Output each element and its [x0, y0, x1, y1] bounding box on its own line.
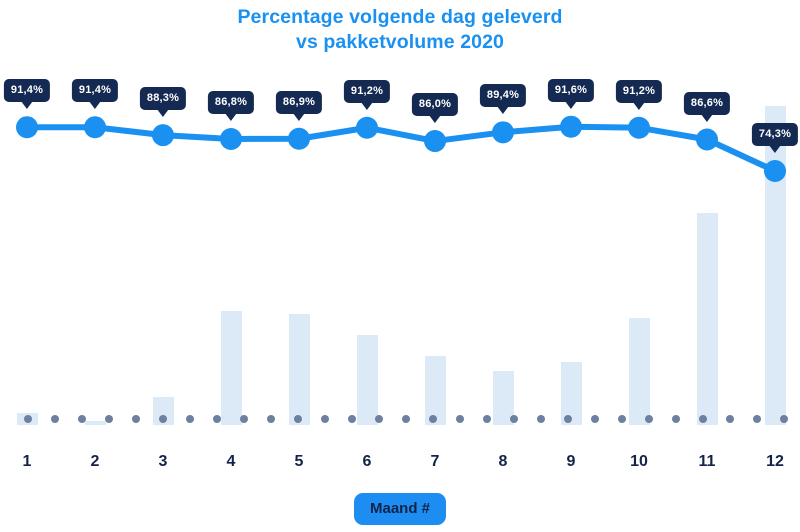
- baseline-dot: [645, 415, 653, 423]
- baseline-dot-row: [0, 415, 800, 427]
- baseline-dot: [213, 415, 221, 423]
- bar-month-2: [84, 420, 106, 425]
- chart-title-line-2: vs pakketvolume 2020: [296, 31, 504, 53]
- baseline-dot: [726, 415, 734, 423]
- data-label-month-7: 86,0%: [411, 93, 459, 124]
- bar-month-12: [764, 106, 786, 425]
- baseline-dot: [132, 415, 140, 423]
- baseline-dot: [321, 415, 329, 423]
- chart-title-line-1: Percentage volgende dag geleverd: [237, 6, 563, 28]
- line-point-month-10: [628, 116, 650, 139]
- bar-month-11: [696, 213, 718, 425]
- bar-month-10: [628, 317, 650, 425]
- bar-month-4: [220, 311, 242, 425]
- baseline-dot: [375, 415, 383, 423]
- x-tick-2: 2: [90, 453, 100, 470]
- line-point-month-2: [84, 116, 106, 139]
- plot-area: 91,4% 91,4% 88,3% 86,8% 86,9% 91,2% 86,0% 89,4%…: [0, 78, 800, 427]
- x-tick-12: 12: [766, 453, 784, 470]
- line-point-month-12: [764, 159, 786, 182]
- line-point-month-9: [560, 115, 582, 138]
- x-axis-title-wrap: Maand #: [0, 493, 800, 525]
- baseline-dot: [591, 415, 599, 423]
- data-label-month-4: 86,8%: [207, 90, 255, 121]
- line-point-month-11: [696, 128, 718, 151]
- baseline-dot: [429, 415, 437, 423]
- line-point-month-1: [16, 116, 38, 139]
- baseline-dot: [267, 415, 275, 423]
- chart-title: Percentage volgende dag geleverd vs pakk…: [0, 5, 800, 55]
- baseline-dot: [402, 415, 410, 423]
- baseline-dot: [51, 415, 59, 423]
- x-tick-4: 4: [226, 453, 236, 470]
- line-series-percentage: [16, 115, 786, 182]
- x-tick-8: 8: [498, 453, 508, 470]
- baseline-dot: [24, 415, 32, 423]
- x-axis-tick-labels: 1 2 3 4 5 6 7 8 9 10 11 12: [0, 452, 800, 480]
- baseline-dot: [456, 415, 464, 423]
- baseline-dot: [159, 415, 167, 423]
- baseline-dot: [780, 415, 788, 423]
- baseline-dot: [78, 415, 86, 423]
- bar-month-3: [152, 396, 174, 425]
- baseline-dot: [294, 415, 302, 423]
- baseline-dot: [699, 415, 707, 423]
- baseline-dot: [672, 415, 680, 423]
- baseline-dot: [483, 415, 491, 423]
- x-axis-title-pill: Maand #: [353, 493, 446, 525]
- line-point-month-5: [288, 127, 310, 150]
- bar-month-8: [492, 370, 514, 425]
- data-label-month-11: 86,6%: [683, 91, 731, 122]
- x-tick-9: 9: [566, 453, 576, 470]
- bar-month-9: [560, 362, 582, 425]
- baseline-dot: [537, 415, 545, 423]
- data-label-month-6: 91,2%: [343, 79, 391, 110]
- baseline-dot: [186, 415, 194, 423]
- line-point-month-7: [424, 130, 446, 153]
- baseline-dot: [105, 415, 113, 423]
- data-label-month-8: 89,4%: [479, 84, 527, 115]
- x-tick-5: 5: [294, 453, 304, 470]
- x-tick-6: 6: [362, 453, 372, 470]
- x-tick-10: 10: [630, 453, 648, 470]
- line-point-month-8: [492, 121, 514, 144]
- baseline-dot: [618, 415, 626, 423]
- baseline-dot: [240, 415, 248, 423]
- x-tick-11: 11: [698, 453, 716, 470]
- baseline-dot: [348, 415, 356, 423]
- data-label-month-1: 91,4%: [3, 79, 51, 110]
- data-label-month-10: 91,2%: [615, 79, 663, 110]
- line-point-month-4: [220, 127, 242, 150]
- baseline-dot: [510, 415, 518, 423]
- line-point-month-3: [152, 124, 174, 147]
- data-label-month-2: 91,4%: [71, 79, 119, 110]
- data-label-month-9: 91,6%: [547, 78, 595, 109]
- line-point-month-6: [356, 116, 378, 139]
- baseline-dot: [753, 415, 761, 423]
- data-label-month-12: 74,3%: [751, 122, 799, 153]
- data-label-month-5: 86,9%: [275, 90, 323, 121]
- bar-month-7: [424, 355, 446, 425]
- x-tick-7: 7: [430, 453, 440, 470]
- baseline-dot: [564, 415, 572, 423]
- x-tick-3: 3: [158, 453, 168, 470]
- bar-month-6: [356, 335, 378, 425]
- bar-month-5: [288, 313, 310, 425]
- x-tick-1: 1: [22, 453, 32, 470]
- line-path: [24, 123, 778, 174]
- data-label-month-3: 88,3%: [139, 87, 187, 118]
